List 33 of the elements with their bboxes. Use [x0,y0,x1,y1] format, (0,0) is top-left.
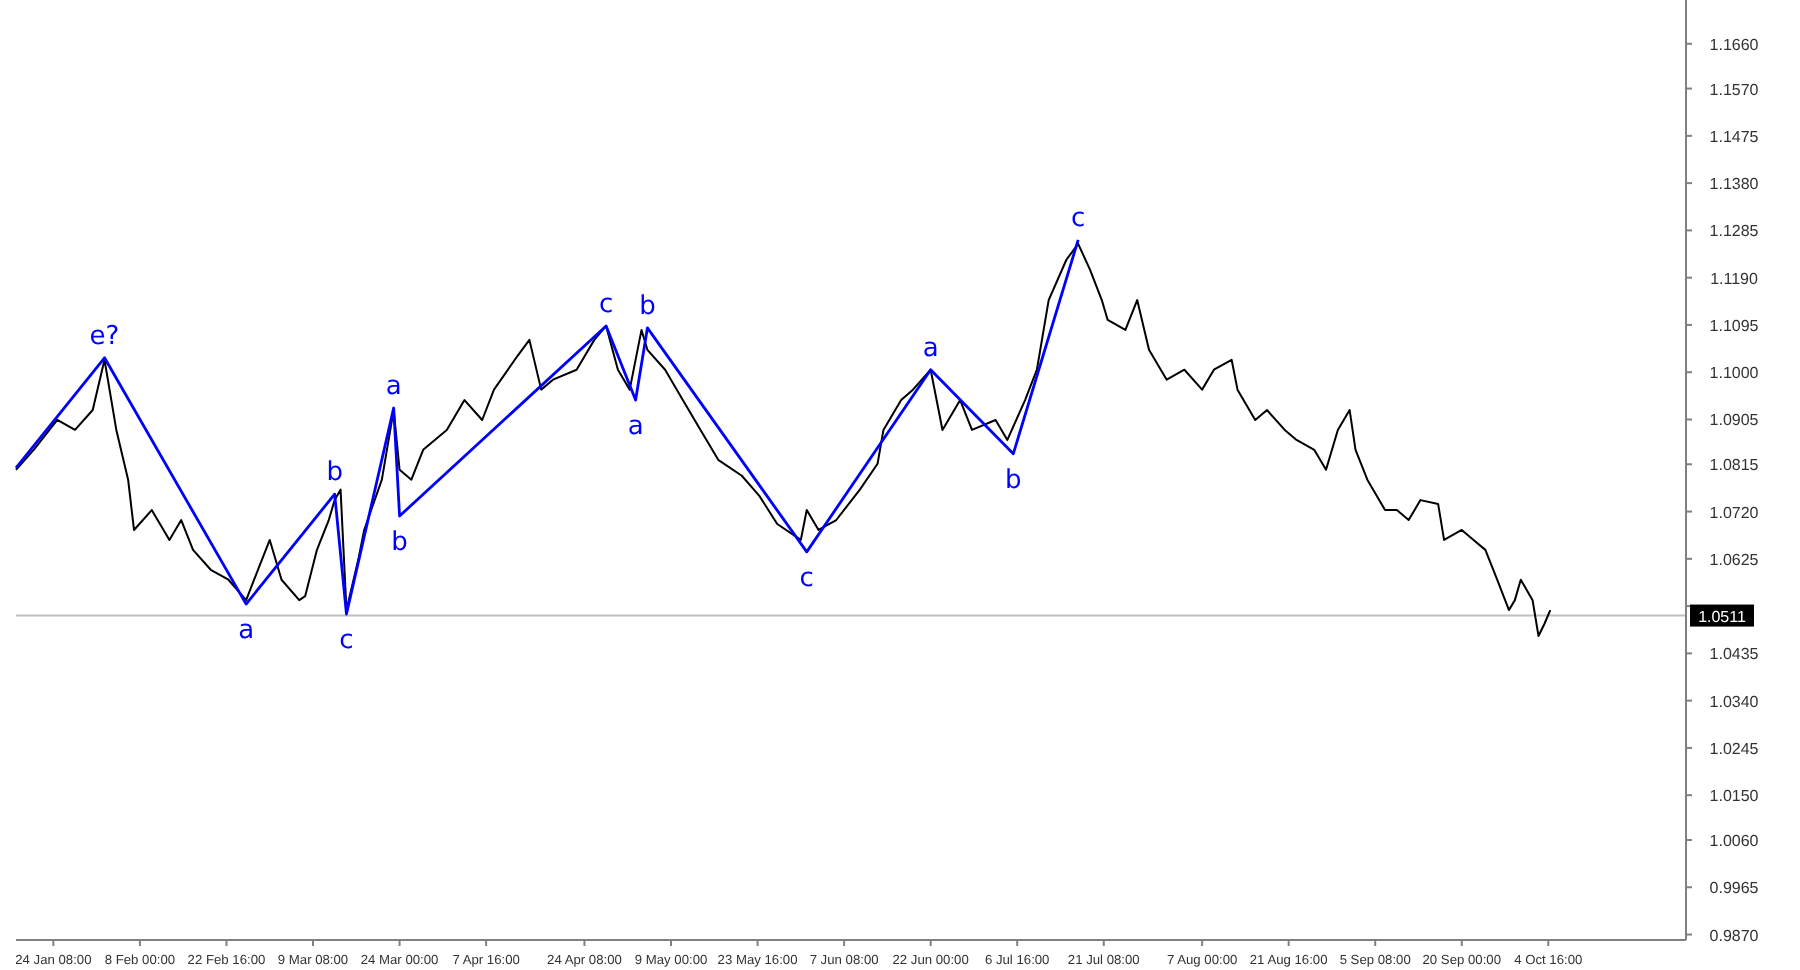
y-tick-label: 1.0815 [1709,456,1760,475]
y-tick-label: 0.9870 [1709,926,1760,945]
y-tick-label: 1.1190 [1710,269,1759,288]
y-tick-label: 1.0060 [1709,831,1760,850]
annotation: c [339,626,354,657]
y-tick-label: 1.0905 [1709,411,1760,430]
y-tick-label: 1.1380 [1709,175,1760,194]
y-tick-label: 1.0245 [1709,739,1760,758]
y-tick-label: 1.1570 [1709,80,1760,99]
y-tick-label: 1.1660 [1709,35,1760,54]
y-tick-label: 1.1285 [1709,222,1760,241]
ref-line-label: 1.0511 [1698,607,1747,626]
annotation: a [385,372,402,403]
y-tick-label: 0.9965 [1709,879,1760,898]
annotation: e? [89,321,120,352]
annotation: b [391,528,408,559]
annotation: a [627,412,644,443]
y-tick-label: 1.0435 [1709,645,1760,664]
annotation: c [799,563,814,594]
annotation: a [238,616,255,647]
annotation: a [922,333,939,364]
y-tick-label: 1.1475 [1709,127,1760,146]
y-tick-label: 1.0340 [1709,692,1760,711]
annotation: b [326,458,343,489]
y-tick-label: 1.0720 [1709,503,1760,522]
annotation: c [1071,203,1086,234]
y-tick-label: 1.1095 [1709,316,1760,335]
annotation: b [1005,465,1022,496]
y-tick-label: 1.0150 [1709,787,1760,806]
y-tick-label: 1.1000 [1709,364,1760,383]
annotation: b [639,291,656,322]
y-tick-label: 1.0625 [1709,550,1760,569]
annotation: c [598,289,614,320]
